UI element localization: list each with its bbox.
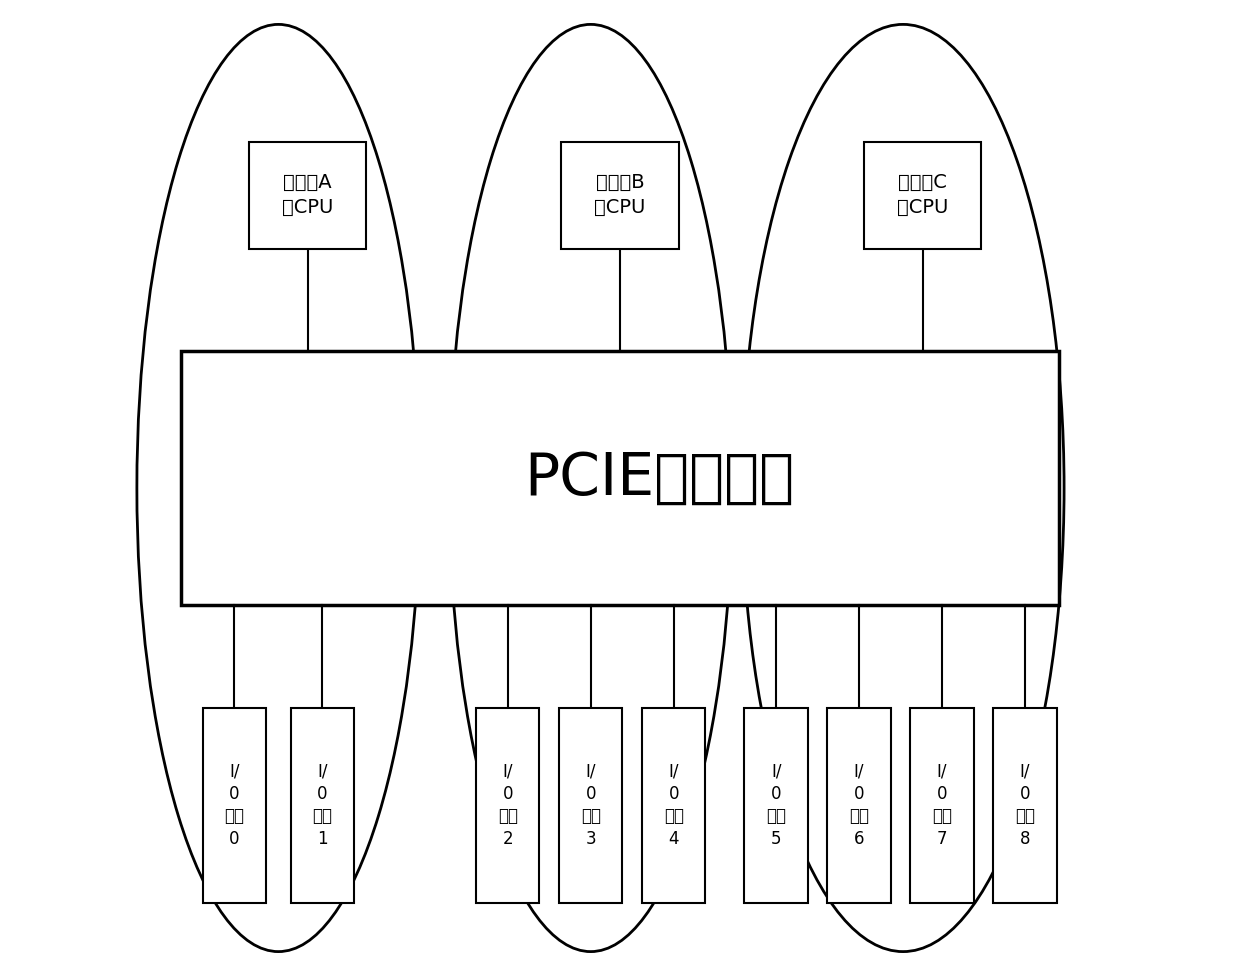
Text: I/
0
设备
1: I/ 0 设备 1 xyxy=(312,763,332,847)
Bar xyxy=(744,708,808,903)
Text: 服务器C
的CPU: 服务器C 的CPU xyxy=(897,173,949,218)
Bar xyxy=(476,708,539,903)
Text: I/
0
设备
3: I/ 0 设备 3 xyxy=(580,763,600,847)
Bar xyxy=(864,142,981,249)
Ellipse shape xyxy=(449,24,733,952)
Text: I/
0
设备
5: I/ 0 设备 5 xyxy=(766,763,786,847)
Bar xyxy=(993,708,1056,903)
Bar xyxy=(559,708,622,903)
Text: I/
0
设备
4: I/ 0 设备 4 xyxy=(663,763,683,847)
Bar xyxy=(290,708,355,903)
Bar xyxy=(827,708,890,903)
Bar xyxy=(910,708,973,903)
Text: I/
0
设备
6: I/ 0 设备 6 xyxy=(849,763,869,847)
Ellipse shape xyxy=(742,24,1064,952)
Text: I/
0
设备
8: I/ 0 设备 8 xyxy=(1016,763,1035,847)
Bar xyxy=(181,351,1059,605)
Bar xyxy=(249,142,366,249)
Text: I/
0
设备
0: I/ 0 设备 0 xyxy=(224,763,244,847)
Bar xyxy=(562,142,678,249)
Bar xyxy=(642,708,706,903)
Bar xyxy=(203,708,267,903)
Text: PCIE交换芯片: PCIE交换芯片 xyxy=(525,450,794,507)
Text: 服务器B
的CPU: 服务器B 的CPU xyxy=(594,173,646,218)
Ellipse shape xyxy=(136,24,420,952)
Text: I/
0
设备
7: I/ 0 设备 7 xyxy=(932,763,952,847)
Text: 服务器A
的CPU: 服务器A 的CPU xyxy=(281,173,334,218)
Text: I/
0
设备
2: I/ 0 设备 2 xyxy=(497,763,518,847)
